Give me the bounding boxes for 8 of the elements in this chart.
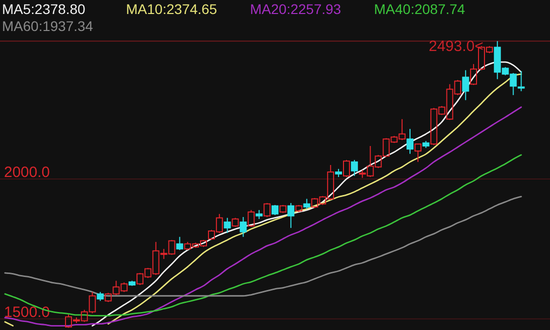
y-tick-label: 1500.0 [4,304,50,321]
text: MA20:2257.93 [250,1,342,17]
text: MA40:2087.74 [374,1,466,17]
y-tick-label: 2000.0 [4,164,50,181]
text: MA5:2378.80 [2,1,86,17]
ref-line-label: 2493.0< [428,38,484,56]
text: MA10:2374.65 [126,1,218,17]
text: MA60:1937.34 [2,18,94,34]
